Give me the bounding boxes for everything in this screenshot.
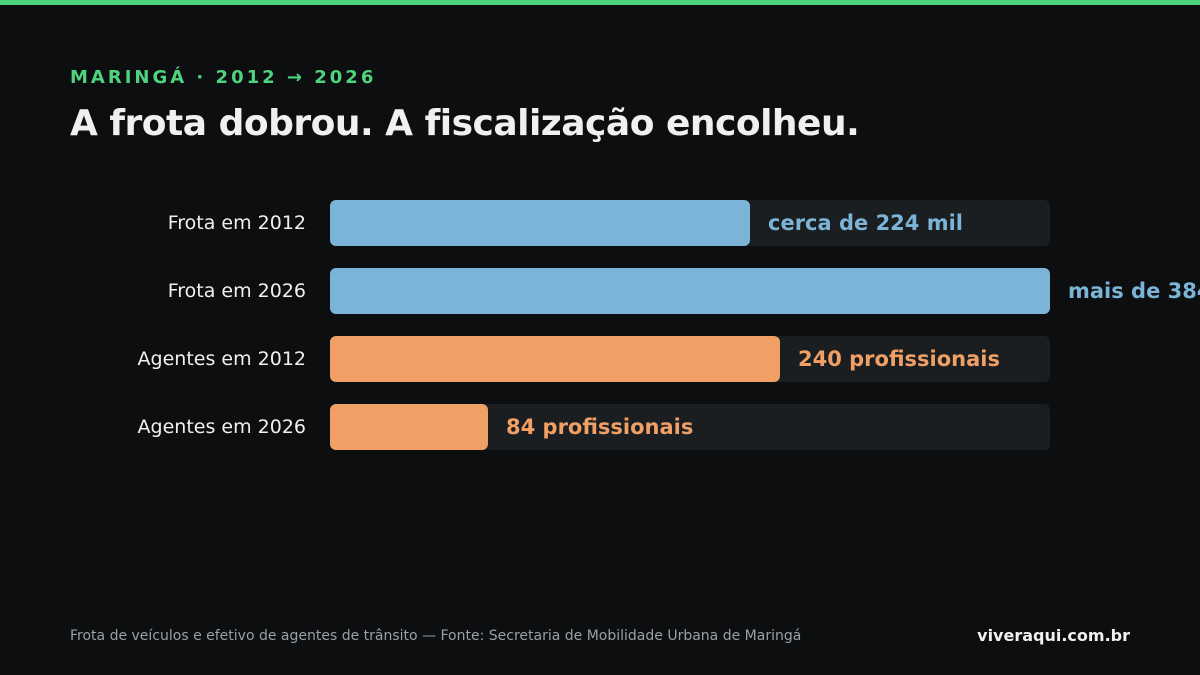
- source-note: Frota de veículos e efetivo de agentes d…: [70, 628, 802, 644]
- category-label-frota-em-2026: Frota em 2026: [167, 280, 306, 302]
- brand-link[interactable]: viveraqui.com.br: [977, 626, 1130, 645]
- top-accent-line: [0, 0, 1200, 5]
- kicker: MARINGÁ · 2012 → 2026: [70, 67, 377, 88]
- category-label-frota-em-2012: Frota em 2012: [167, 212, 306, 234]
- bar-agentes-em-2012: [330, 336, 780, 382]
- category-label-agentes-em-2012: Agentes em 2012: [137, 348, 306, 370]
- value-label-frota-em-2012: cerca de 224 mil: [768, 211, 963, 235]
- value-label-agentes-em-2012: 240 profissionais: [798, 347, 1000, 371]
- value-label-frota-em-2026: mais de 384: [1068, 279, 1200, 303]
- bar-agentes-em-2026: [330, 404, 488, 450]
- page-title: A frota dobrou. A fiscalização encolheu.: [70, 103, 860, 144]
- bar-frota-em-2012: [330, 200, 750, 246]
- value-label-agentes-em-2026: 84 profissionais: [506, 415, 694, 439]
- category-label-agentes-em-2026: Agentes em 2026: [137, 416, 306, 438]
- bar-frota-em-2026: [330, 268, 1050, 314]
